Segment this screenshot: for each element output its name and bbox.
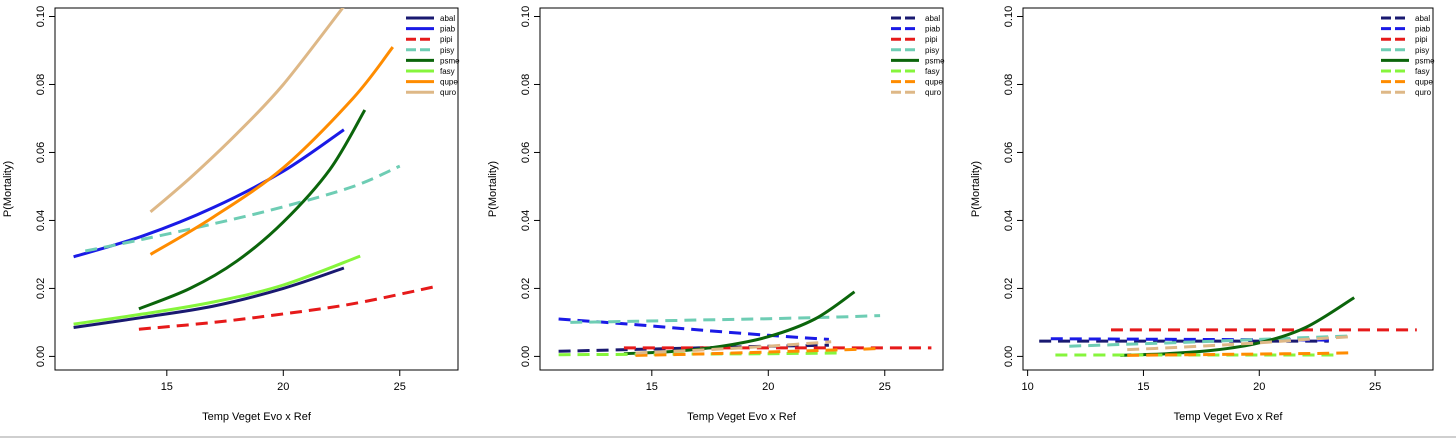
legend-label-pisy: pisy xyxy=(1415,46,1429,55)
series-line-pisy xyxy=(1069,334,1352,348)
x-tick-label: 10 xyxy=(1022,381,1034,393)
series-line-pipi xyxy=(138,285,436,331)
legend-label-fasy: fasy xyxy=(440,67,455,76)
series-line-quro xyxy=(149,8,345,214)
series-line-psme xyxy=(1120,296,1355,357)
y-tick-label: 0.06 xyxy=(35,142,47,163)
series-line-qupe xyxy=(1127,351,1355,357)
legend-label-psme: psme xyxy=(1415,56,1435,65)
legend-label-abal: abal xyxy=(440,14,455,23)
y-tick-label: 0.00 xyxy=(35,346,47,367)
x-tick-label: 20 xyxy=(762,381,774,393)
series-line-qupe xyxy=(149,46,394,256)
series-group xyxy=(1039,296,1417,357)
plot-frame xyxy=(1022,7,1434,371)
legend-label-fasy: fasy xyxy=(1415,67,1430,76)
x-axis-label: Temp Veget Evo x Ref xyxy=(687,411,797,423)
legend-label-fasy: fasy xyxy=(925,67,940,76)
legend-label-piab: piab xyxy=(1415,25,1431,34)
y-tick-label: 0.02 xyxy=(520,278,532,299)
x-tick-label: 15 xyxy=(161,381,173,393)
x-axis-label: Temp Veget Evo x Ref xyxy=(1174,411,1284,423)
x-tick-label: 25 xyxy=(1369,381,1381,393)
y-axis-label: P(Mortality) xyxy=(2,161,14,217)
series-line-psme xyxy=(623,290,856,356)
legend-label-pipi: pipi xyxy=(440,35,453,44)
legend-label-piab: piab xyxy=(925,25,941,34)
series-group xyxy=(558,290,932,357)
y-axis-label: P(Mortality) xyxy=(487,161,499,217)
y-tick-label: 0.04 xyxy=(35,210,47,231)
legend-label-pipi: pipi xyxy=(1415,35,1428,44)
y-tick-label: 0.06 xyxy=(1003,142,1015,163)
legend-label-qupe: qupe xyxy=(1415,78,1433,87)
x-axis-label: Temp Veget Evo x Ref xyxy=(202,411,312,423)
series-line-pisy xyxy=(85,164,401,253)
y-tick-label: 0.00 xyxy=(1003,346,1015,367)
x-tick-label: 25 xyxy=(394,381,406,393)
legend-label-piab: piab xyxy=(440,25,456,34)
legend-label-pisy: pisy xyxy=(925,46,939,55)
y-tick-label: 0.08 xyxy=(520,74,532,95)
y-tick-label: 0.10 xyxy=(1003,6,1015,27)
legend-label-quro: quro xyxy=(440,88,457,97)
y-tick-label: 0.10 xyxy=(35,6,47,27)
x-tick-label: 15 xyxy=(1137,381,1149,393)
y-tick-label: 0.04 xyxy=(1003,210,1015,231)
series-line-pisy xyxy=(570,314,881,324)
plot-frame xyxy=(539,7,944,371)
series-line-piab xyxy=(73,128,345,259)
bottom-divider xyxy=(0,436,1456,438)
legend-label-quro: quro xyxy=(925,88,942,97)
series-line-fasy xyxy=(73,254,361,326)
y-tick-label: 0.02 xyxy=(35,278,47,299)
y-tick-label: 0.06 xyxy=(520,142,532,163)
y-tick-label: 0.08 xyxy=(1003,74,1015,95)
series-group xyxy=(73,8,436,331)
chart-panel-1: 15 20 25 0.00 0.02 0.04 0.06 0.08 0.10 Temp Veget… xyxy=(2,6,460,423)
series-line-abal xyxy=(73,266,345,329)
y-tick-label: 0.08 xyxy=(35,74,47,95)
x-tick-label: 20 xyxy=(1253,381,1265,393)
plot-frame xyxy=(54,7,459,371)
series-line-quro xyxy=(635,340,832,355)
x-tick-label: 25 xyxy=(879,381,891,393)
x-tick-label: 20 xyxy=(277,381,289,393)
legend-label-pipi: pipi xyxy=(925,35,938,44)
series-line-qupe xyxy=(635,347,878,357)
legend-label-qupe: qupe xyxy=(925,78,943,87)
y-tick-label: 0.10 xyxy=(520,6,532,27)
chart-panel-2: 15 20 25 0.00 0.02 0.04 0.06 0.08 0.10 Temp Veget… xyxy=(487,6,945,423)
legend-label-abal: abal xyxy=(925,14,940,23)
x-tick-label: 15 xyxy=(646,381,658,393)
legend-label-abal: abal xyxy=(1415,14,1430,23)
series-line-psme xyxy=(138,109,367,311)
legend-label-pisy: pisy xyxy=(440,46,454,55)
chart-panel-3: 10 15 20 25 0.00 0.02 0.04 0.06 0.08 0.10 Temp Veg… xyxy=(970,6,1435,423)
legend-label-qupe: qupe xyxy=(440,78,458,87)
series-line-piab xyxy=(558,317,830,341)
y-tick-label: 0.04 xyxy=(520,210,532,231)
legend-label-quro: quro xyxy=(1415,88,1432,97)
y-axis-label: P(Mortality) xyxy=(970,161,982,217)
y-tick-label: 0.02 xyxy=(1003,278,1015,299)
legend-label-psme: psme xyxy=(440,56,460,65)
legend-label-psme: psme xyxy=(925,56,945,65)
y-tick-label: 0.00 xyxy=(520,346,532,367)
